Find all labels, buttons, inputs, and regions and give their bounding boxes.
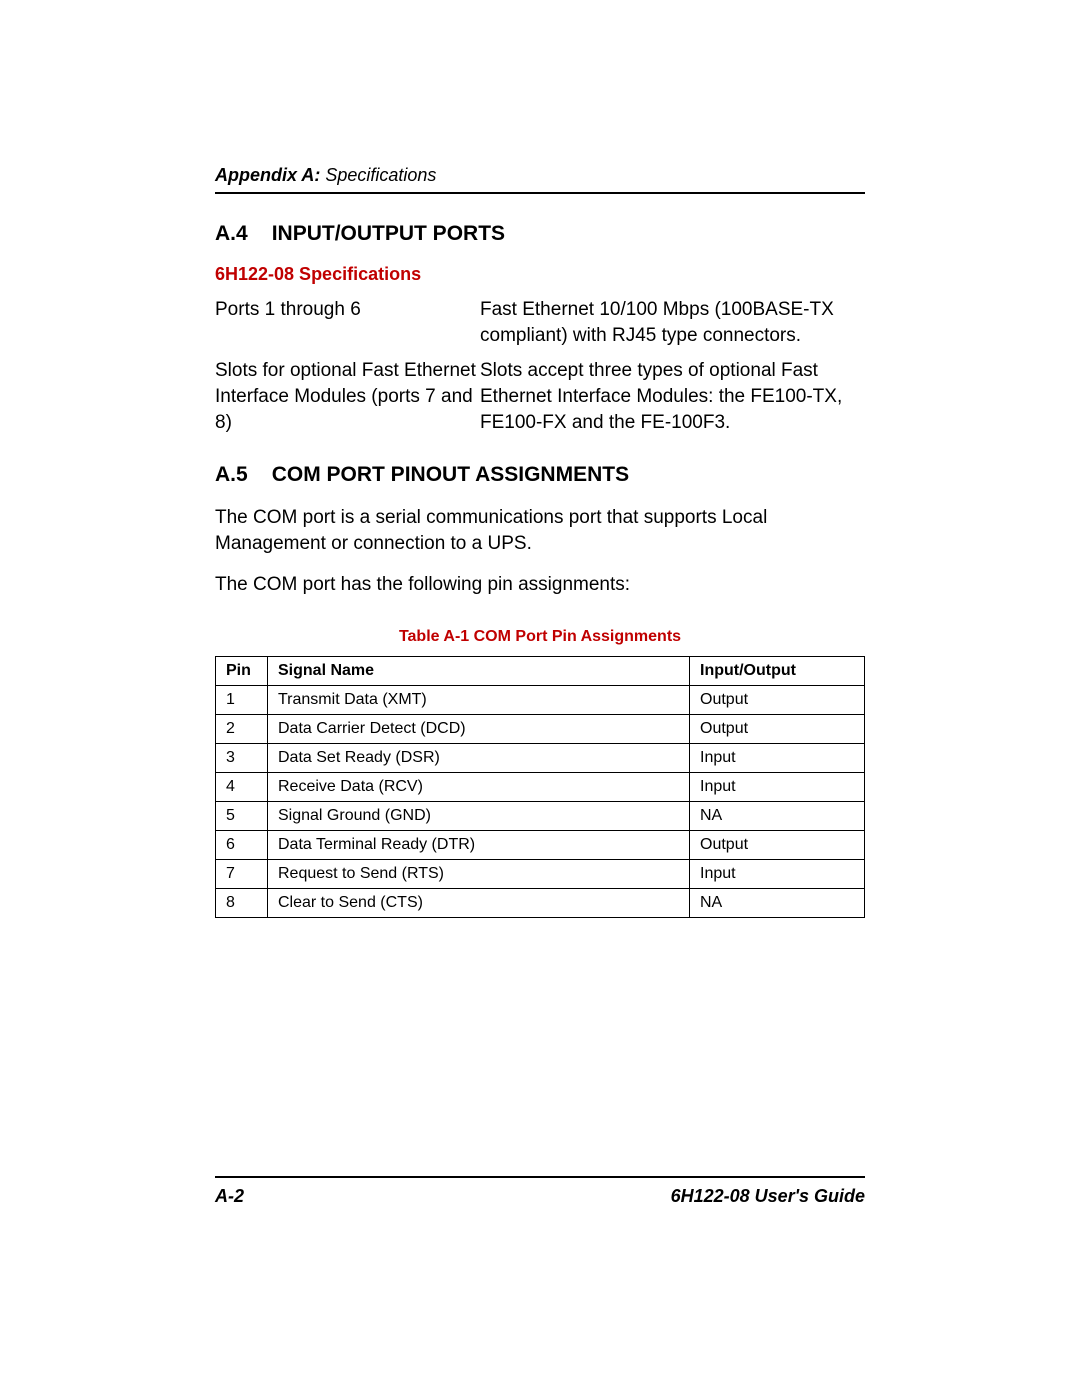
appendix-label: Appendix A: Specifications [215, 165, 436, 185]
cell-signal: Receive Data (RCV) [268, 773, 690, 802]
cell-io: Output [690, 831, 865, 860]
col-signal: Signal Name [268, 657, 690, 686]
pinout-table: Pin Signal Name Input/Output 1 Transmit … [215, 656, 865, 918]
header-rule [215, 192, 865, 194]
cell-signal: Clear to Send (CTS) [268, 889, 690, 918]
spec-label: Slots for optional Fast Ethernet Interfa… [215, 358, 480, 435]
cell-pin: 3 [216, 744, 268, 773]
page-header: Appendix A: Specifications [215, 165, 865, 194]
section-a4-heading: A.4 INPUT/OUTPUT PORTS [215, 222, 865, 246]
table-row: 3 Data Set Ready (DSR) Input [216, 744, 865, 773]
table-row: 5 Signal Ground (GND) NA [216, 802, 865, 831]
cell-io: Input [690, 860, 865, 889]
cell-io: Output [690, 715, 865, 744]
cell-pin: 4 [216, 773, 268, 802]
cell-signal: Request to Send (RTS) [268, 860, 690, 889]
cell-pin: 1 [216, 686, 268, 715]
a5-para2: The COM port has the following pin assig… [215, 572, 865, 598]
spec-row: Ports 1 through 6 Fast Ethernet 10/100 M… [215, 297, 865, 348]
table-row: 7 Request to Send (RTS) Input [216, 860, 865, 889]
spec-row: Slots for optional Fast Ethernet Interfa… [215, 358, 865, 435]
table-row: 8 Clear to Send (CTS) NA [216, 889, 865, 918]
cell-signal: Signal Ground (GND) [268, 802, 690, 831]
appendix-prefix: Appendix A: [215, 165, 320, 185]
cell-pin: 2 [216, 715, 268, 744]
table-header-row: Pin Signal Name Input/Output [216, 657, 865, 686]
footer-rule [215, 1176, 865, 1178]
spec-value: Slots accept three types of optional Fas… [480, 358, 865, 435]
table-row: 1 Transmit Data (XMT) Output [216, 686, 865, 715]
cell-signal: Data Terminal Ready (DTR) [268, 831, 690, 860]
footer-row: A-2 6H122-08 User's Guide [215, 1186, 865, 1207]
page-number: A-2 [215, 1186, 244, 1207]
cell-pin: 5 [216, 802, 268, 831]
section-a5-heading: A.5 COM PORT PINOUT ASSIGNMENTS [215, 463, 865, 487]
spec-label: Ports 1 through 6 [215, 297, 480, 348]
table-row: 4 Receive Data (RCV) Input [216, 773, 865, 802]
a5-para1: The COM port is a serial communications … [215, 505, 865, 556]
table-row: 6 Data Terminal Ready (DTR) Output [216, 831, 865, 860]
cell-io: Input [690, 744, 865, 773]
col-pin: Pin [216, 657, 268, 686]
cell-io: NA [690, 802, 865, 831]
table-body: 1 Transmit Data (XMT) Output 2 Data Carr… [216, 686, 865, 918]
cell-signal: Transmit Data (XMT) [268, 686, 690, 715]
col-io: Input/Output [690, 657, 865, 686]
cell-io: Input [690, 773, 865, 802]
section-a5-number: A.5 [215, 463, 248, 487]
section-a4-number: A.4 [215, 222, 248, 246]
spec-value: Fast Ethernet 10/100 Mbps (100BASE-TX co… [480, 297, 865, 348]
cell-signal: Data Carrier Detect (DCD) [268, 715, 690, 744]
table-row: 2 Data Carrier Detect (DCD) Output [216, 715, 865, 744]
cell-signal: Data Set Ready (DSR) [268, 744, 690, 773]
doc-title: 6H122-08 User's Guide [671, 1186, 865, 1207]
table-caption: Table A-1 COM Port Pin Assignments [215, 628, 865, 646]
appendix-title: Specifications [325, 165, 436, 185]
a4-subheading: 6H122-08 Specifications [215, 264, 865, 285]
cell-io: Output [690, 686, 865, 715]
cell-pin: 8 [216, 889, 268, 918]
section-a4-title: INPUT/OUTPUT PORTS [272, 222, 505, 246]
cell-io: NA [690, 889, 865, 918]
cell-pin: 6 [216, 831, 268, 860]
page-body: Appendix A: Specifications A.4 INPUT/OUT… [0, 0, 1080, 918]
page-footer: A-2 6H122-08 User's Guide [215, 1176, 865, 1207]
section-a5-title: COM PORT PINOUT ASSIGNMENTS [272, 463, 629, 487]
cell-pin: 7 [216, 860, 268, 889]
